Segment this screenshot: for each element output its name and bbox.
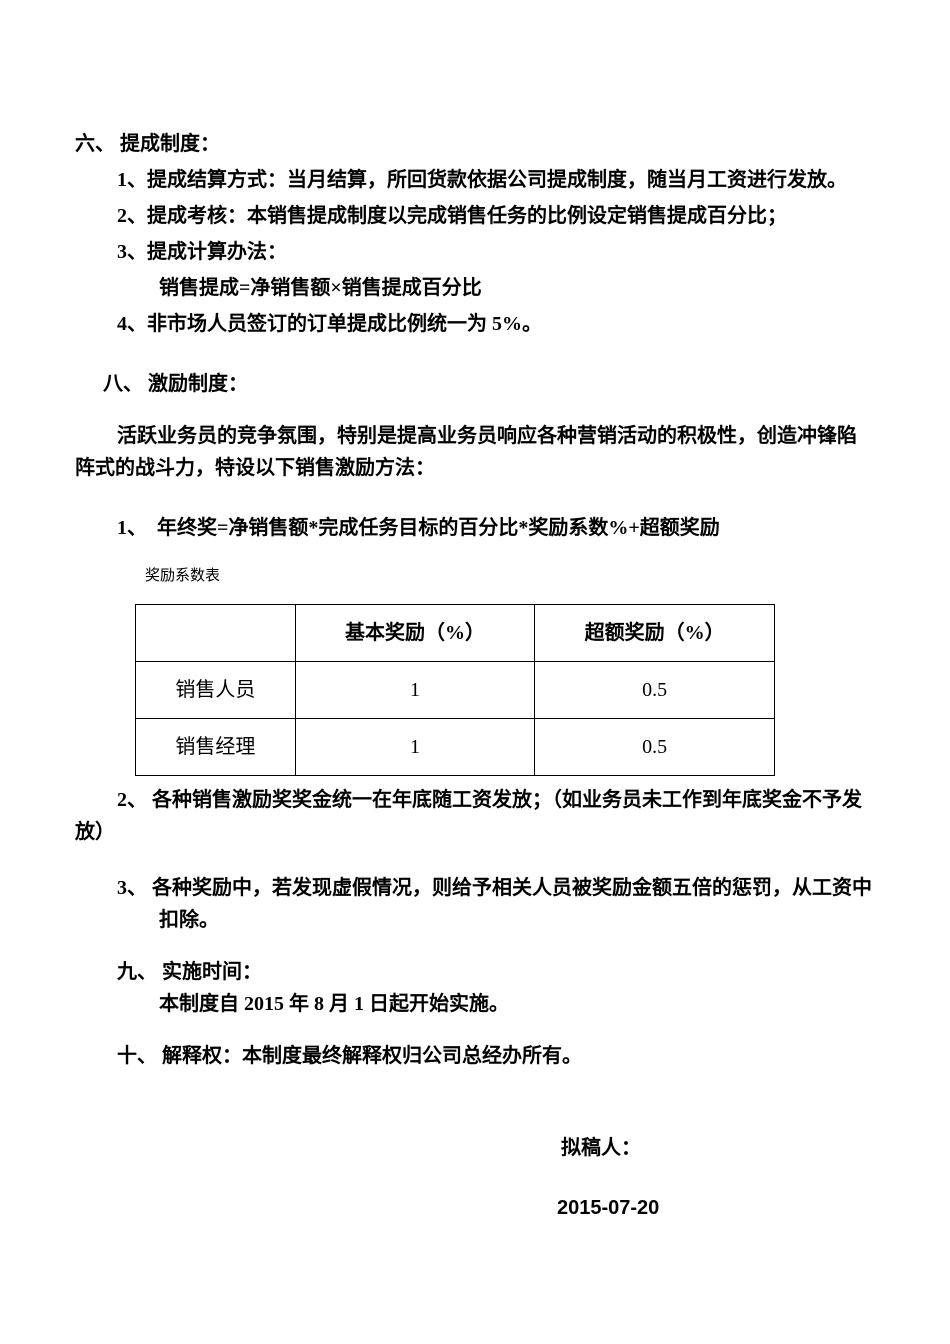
section-8-item-3: 3、 各种奖励中，若发现虚假情况，则给予相关人员被奖励金额五倍的惩罚，从工资中扣… <box>75 872 875 936</box>
table-row: 销售经理 1 0.5 <box>136 719 775 776</box>
table-header-extra: 超额奖励（%） <box>535 605 775 662</box>
section-8-item-2: 2、 各种销售激励奖奖金统一在年底随工资发放；（如业务员未工作到年底奖金不予发放… <box>75 784 875 848</box>
signature-date: 2015-07-20 <box>75 1192 875 1224</box>
section-6-item-3: 3、提成计算办法： <box>75 236 875 268</box>
section-8-intro: 活跃业务员的竞争氛围，特别是提高业务员响应各种营销活动的积极性，创造冲锋陷阵式的… <box>75 420 875 484</box>
table-header-basic: 基本奖励（%） <box>295 605 535 662</box>
table-cell-role: 销售经理 <box>136 719 296 776</box>
section-6-item-3-formula: 销售提成=净销售额×销售提成百分比 <box>75 272 875 304</box>
table-header-row: 基本奖励（%） 超额奖励（%） <box>136 605 775 662</box>
section-6-item-2: 2、提成考核：本销售提成制度以完成销售任务的比例设定销售提成百分比； <box>75 200 875 232</box>
section-9-heading: 九、 实施时间： <box>75 956 875 988</box>
table-cell-role: 销售人员 <box>136 662 296 719</box>
section-10-heading: 十、 解释权：本制度最终解释权归公司总经办所有。 <box>75 1040 875 1072</box>
section-8-item-1: 1、 年终奖=净销售额*完成任务目标的百分比*奖励系数%+超额奖励 <box>75 512 875 544</box>
table-row: 销售人员 1 0.5 <box>136 662 775 719</box>
table-cell-extra: 0.5 <box>535 719 775 776</box>
section-6-item-1: 1、提成结算方式：当月结算，所回货款依据公司提成制度，随当月工资进行发放。 <box>75 164 875 196</box>
table-cell-basic: 1 <box>295 719 535 776</box>
section-6-item-4: 4、非市场人员签订的订单提成比例统一为 5%。 <box>75 308 875 340</box>
section-6-heading: 六、 提成制度： <box>75 128 875 160</box>
section-8-heading: 八、 激励制度： <box>75 368 875 400</box>
table-cell-extra: 0.5 <box>535 662 775 719</box>
table-header-empty <box>136 605 296 662</box>
table-caption: 奖励系数表 <box>75 564 875 588</box>
section-9-body: 本制度自 2015 年 8 月 1 日起开始实施。 <box>75 988 875 1020</box>
signature-label: 拟稿人： <box>75 1132 875 1164</box>
table-cell-basic: 1 <box>295 662 535 719</box>
reward-coefficient-table: 基本奖励（%） 超额奖励（%） 销售人员 1 0.5 销售经理 1 0.5 <box>135 604 775 776</box>
